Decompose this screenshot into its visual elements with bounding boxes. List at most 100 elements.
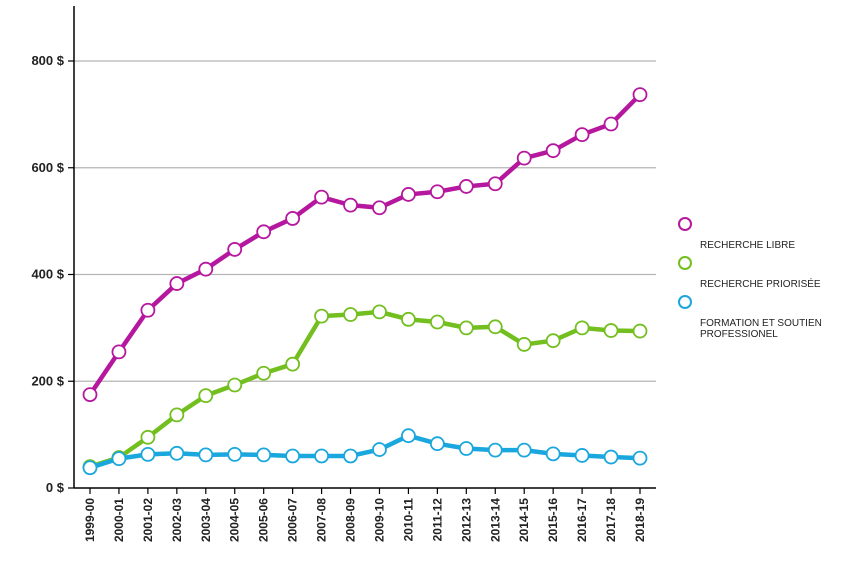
data-point [429, 314, 445, 330]
y-tick-label: 200 $ [31, 373, 64, 388]
x-tick-label: 2009-10 [372, 498, 386, 542]
legend-label-recherche-libre: RECHERCHE LIBRE [700, 240, 796, 251]
x-tick-label: 2015-16 [546, 498, 560, 542]
y-tick-label: 0 $ [46, 480, 65, 495]
series-2 [82, 428, 648, 476]
data-point [545, 446, 561, 462]
data-point [140, 429, 156, 445]
x-tick-label: 2003-04 [199, 498, 213, 542]
data-point [603, 449, 619, 465]
legend-item-recherche-libre: RECHERCHE LIBRE [676, 217, 841, 251]
x-tick-label: 2005-06 [257, 498, 271, 542]
data-point [256, 224, 272, 240]
data-point [169, 407, 185, 423]
data-point [516, 337, 532, 352]
data-point [227, 242, 243, 257]
y-axis-ticks: 0 $ 200 $ 400 $ 600 $ 800 $ [31, 53, 74, 495]
legend-label-formation: FORMATION ET SOUTIEN PROFESSIONEL [700, 318, 822, 340]
series-line [87, 92, 643, 397]
data-point [256, 365, 272, 381]
data-point [574, 448, 590, 463]
data-point [632, 87, 648, 103]
data-point [256, 447, 272, 463]
x-tick-label: 2017-18 [604, 498, 618, 542]
data-point [227, 446, 243, 462]
data-point [140, 446, 156, 462]
data-point [458, 179, 474, 194]
x-tick-label: 2007-08 [315, 498, 329, 542]
data-point [574, 320, 590, 336]
data-point [516, 150, 532, 166]
data-point [314, 189, 329, 205]
x-tick-label: 2004-05 [228, 498, 242, 542]
data-point [632, 323, 648, 339]
data-point [169, 445, 185, 461]
x-tick-label: 1999-00 [83, 498, 97, 542]
y-tick-label: 600 $ [31, 160, 64, 175]
series-0 [82, 87, 648, 402]
series-1 [82, 304, 648, 475]
data-point [487, 319, 503, 335]
data-point [140, 302, 156, 318]
x-tick-label: 2001-02 [141, 498, 155, 542]
data-point [458, 441, 474, 456]
data-point [458, 320, 474, 336]
legend-item-formation: FORMATION ET SOUTIEN PROFESSIONEL [676, 295, 841, 340]
legend: RECHERCHE LIBRE RECHERCHE PRIORISÉE FORM… [676, 217, 841, 346]
x-tick-label: 2012-13 [459, 498, 473, 542]
data-point [574, 127, 590, 143]
data-point [227, 377, 243, 393]
legend-marker-recherche-libre [678, 217, 692, 231]
data-point [545, 333, 561, 349]
data-point [314, 308, 329, 324]
x-tick-label: 2016-17 [575, 498, 589, 542]
x-tick-label: 2002-03 [170, 498, 184, 542]
data-point [401, 311, 416, 327]
data-point [632, 450, 648, 466]
data-point [198, 261, 214, 277]
data-point [372, 200, 387, 216]
data-point [285, 448, 301, 464]
data-point [343, 307, 358, 322]
data-point [111, 344, 127, 360]
legend-marker-formation [678, 295, 692, 309]
data-point [516, 442, 532, 458]
data-point [429, 184, 445, 200]
data-point [545, 143, 561, 159]
grid-lines [74, 60, 656, 382]
y-tick-label: 400 $ [31, 267, 64, 282]
legend-label-recherche-priorisee: RECHERCHE PRIORISÉE [700, 279, 821, 290]
data-point [314, 448, 329, 464]
data-point [285, 356, 301, 372]
data-point [111, 451, 127, 467]
data-point [401, 187, 416, 202]
x-tick-label: 2018-19 [633, 498, 647, 542]
data-point [372, 442, 387, 457]
data-point [603, 323, 619, 338]
legend-item-recherche-priorisee: RECHERCHE PRIORISÉE [676, 256, 841, 290]
x-tick-label: 2010-11 [401, 498, 415, 542]
data-point [82, 387, 98, 402]
series-group [82, 87, 648, 476]
data-point [603, 116, 619, 132]
data-point [82, 460, 98, 476]
x-tick-label: 2011-12 [430, 498, 444, 542]
data-point [401, 428, 416, 444]
x-tick-label: 2000-01 [112, 498, 126, 542]
legend-marker-recherche-priorisee [678, 256, 692, 270]
data-point [343, 448, 358, 464]
data-point [198, 447, 214, 463]
data-point [198, 388, 214, 404]
y-tick-label: 800 $ [31, 53, 64, 68]
x-tick-label: 2008-09 [344, 498, 358, 542]
x-tick-label: 2013-14 [488, 498, 502, 542]
data-point [343, 197, 358, 213]
data-point [487, 176, 503, 192]
x-tick-label: 2014-15 [517, 498, 531, 542]
data-point [169, 276, 185, 291]
x-tick-label: 2006-07 [286, 498, 300, 542]
data-point [429, 436, 445, 452]
data-point [487, 442, 503, 458]
data-point [372, 304, 387, 320]
